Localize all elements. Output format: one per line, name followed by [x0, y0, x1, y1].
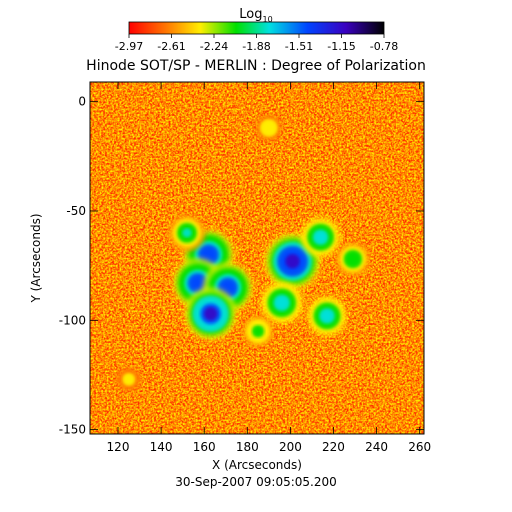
x-tick-label: 120 — [107, 440, 130, 454]
y-tick-label: -100 — [59, 313, 86, 327]
x-tick-label: 200 — [279, 440, 302, 454]
polarization-feature — [261, 282, 303, 324]
x-tick-label: 140 — [150, 440, 173, 454]
colorbar: Log10 -2.97 -2.61 -2.24 -1.88 -1.51 -1.15 -0.7… — [115, 7, 398, 53]
y-tick-label: -50 — [66, 204, 86, 218]
colorbar-tick-label: -2.24 — [200, 40, 228, 53]
colorbar-tick-label: -2.61 — [157, 40, 185, 53]
colorbar-tick-label: -2.97 — [115, 40, 143, 53]
heatmap-features — [117, 115, 370, 392]
colorbar-gradient — [128, 21, 385, 35]
chart-title: Hinode SOT/SP - MERLIN : Degree of Polar… — [86, 58, 426, 74]
polarization-feature — [301, 217, 340, 257]
x-tick-label: 240 — [365, 440, 388, 454]
polarization-feature — [168, 214, 206, 251]
polarization-feature — [336, 242, 370, 276]
y-tick-label: -150 — [59, 423, 86, 437]
polarization-feature — [255, 115, 282, 141]
polarization-feature — [117, 367, 141, 392]
colorbar-tick-label: -1.51 — [285, 40, 313, 53]
x-tick-label: 160 — [193, 440, 216, 454]
polarization-feature — [307, 296, 347, 336]
y-tick-label: 0 — [78, 95, 86, 109]
colorbar-tick-label: -1.88 — [242, 40, 270, 53]
y-axis: 0 -50 -100 -150 — [59, 95, 424, 437]
plot-frame — [89, 81, 425, 435]
x-tick-label: 260 — [408, 440, 431, 454]
y-axis-label: Y (Arcseconds) — [29, 213, 43, 303]
colorbar-tick-label: -0.78 — [370, 40, 398, 53]
heatmap-area — [90, 82, 424, 434]
colorbar-tick-label: -1.15 — [327, 40, 355, 53]
x-tick-label: 220 — [322, 440, 345, 454]
colorbar-label: Log10 — [239, 7, 272, 24]
polarization-feature — [184, 287, 237, 340]
polarization-feature — [242, 315, 274, 347]
x-tick-label: 180 — [236, 440, 259, 454]
colorbar-ticks: -2.97 -2.61 -2.24 -1.88 -1.51 -1.15 -0.78 — [115, 34, 398, 53]
x-axis-label: X (Arcseconds) — [212, 458, 302, 472]
x-axis: 120 140 160 180 200 220 240 260 — [107, 82, 431, 454]
timestamp: 30-Sep-2007 09:05:05.200 — [175, 475, 337, 489]
